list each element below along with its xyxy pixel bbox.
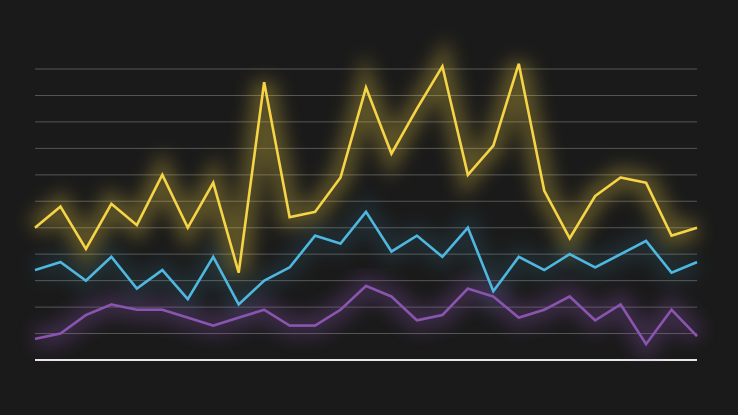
line (34, 62, 698, 274)
line (34, 209, 698, 307)
line (34, 284, 698, 347)
